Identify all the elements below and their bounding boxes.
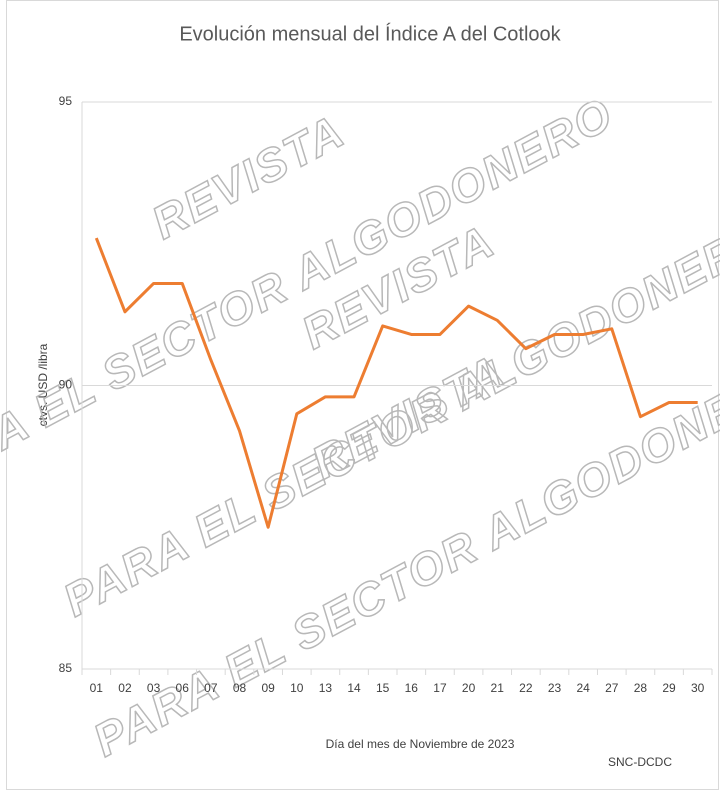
x-axis-label: Día del mes de Noviembre de 2023 xyxy=(326,737,515,751)
x-tick-label: 30 xyxy=(691,681,705,695)
x-tick-label: 03 xyxy=(147,681,161,695)
x-tick-label: 14 xyxy=(347,681,361,695)
chart-title: Evolución mensual del Índice A del Cotlo… xyxy=(179,22,561,45)
y-tick-label: 85 xyxy=(59,661,73,675)
x-tick-label: 17 xyxy=(433,681,447,695)
x-tick-label: 22 xyxy=(519,681,533,695)
x-tick-label: 23 xyxy=(548,681,562,695)
x-tick-label: 08 xyxy=(233,681,247,695)
x-tick-label: 21 xyxy=(491,681,505,695)
x-tick-label: 06 xyxy=(176,681,190,695)
x-tick-label: 15 xyxy=(376,681,390,695)
x-tick-label: 02 xyxy=(118,681,132,695)
x-tick-label: 24 xyxy=(576,681,590,695)
x-tick-label: 28 xyxy=(634,681,648,695)
x-tick-label: 29 xyxy=(662,681,676,695)
x-tick-label: 16 xyxy=(405,681,419,695)
data-line xyxy=(94,237,698,529)
x-tick-label: 27 xyxy=(605,681,619,695)
y-tick-label: 90 xyxy=(59,378,73,392)
x-tick-label: 09 xyxy=(261,681,275,695)
chart-frame xyxy=(6,0,719,790)
x-tick-label: 13 xyxy=(319,681,333,695)
y-axis-label: ctvs. USD /libra xyxy=(36,343,50,426)
source: SNC-DCDC xyxy=(608,755,672,769)
y-tick-label: 95 xyxy=(59,94,73,108)
x-tick-label: 01 xyxy=(90,681,104,695)
x-tick-label: 10 xyxy=(290,681,304,695)
x-tick-label: 20 xyxy=(462,681,476,695)
x-tick-label: 07 xyxy=(204,681,218,695)
